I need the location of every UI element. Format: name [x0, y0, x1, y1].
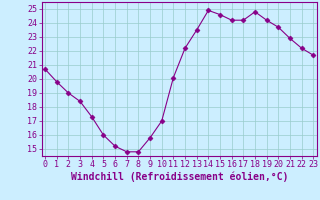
X-axis label: Windchill (Refroidissement éolien,°C): Windchill (Refroidissement éolien,°C) [70, 172, 288, 182]
